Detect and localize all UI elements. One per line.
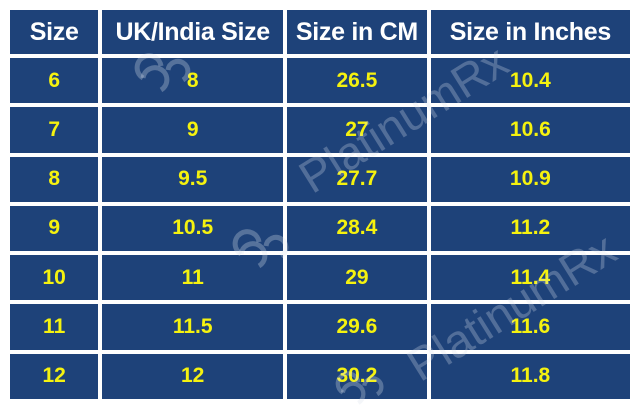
- header-size-in-inches: Size in Inches: [430, 10, 630, 54]
- table-row: 9 10.5 28.4 11.2: [10, 205, 630, 252]
- cell-size: 8: [10, 156, 99, 202]
- cell-uk-india-size: 8: [102, 58, 284, 104]
- cell-size: 7: [10, 107, 99, 153]
- cell-size-in-inches: 10.6: [430, 107, 630, 153]
- header-size: Size: [10, 10, 99, 54]
- cell-size-in-inches: 11.4: [430, 255, 630, 301]
- cell-size-in-inches: 10.4: [430, 58, 630, 104]
- cell-size-in-cm: 29: [287, 255, 427, 301]
- cell-uk-india-size: 12: [102, 353, 284, 399]
- header-size-in-cm: Size in CM: [287, 10, 427, 54]
- cell-size-in-inches: 11.2: [430, 205, 630, 252]
- table-row: 11 11.5 29.6 11.6: [10, 304, 630, 350]
- header-uk-india-size: UK/India Size: [102, 10, 284, 54]
- cell-size-in-inches: 11.8: [430, 353, 630, 399]
- header-row: Size UK/India Size Size in CM Size in In…: [10, 10, 630, 54]
- cell-uk-india-size: 10.5: [102, 205, 284, 252]
- shoe-size-table: Size UK/India Size Size in CM Size in In…: [6, 6, 634, 403]
- table-row: 6 8 26.5 10.4: [10, 58, 630, 104]
- cell-size-in-cm: 27.7: [287, 156, 427, 202]
- table-row: 10 11 29 11.4: [10, 255, 630, 301]
- cell-uk-india-size: 11.5: [102, 304, 284, 350]
- cell-size: 12: [10, 353, 99, 399]
- cell-size-in-cm: 29.6: [287, 304, 427, 350]
- cell-size-in-inches: 10.9: [430, 156, 630, 202]
- cell-size-in-cm: 26.5: [287, 58, 427, 104]
- cell-uk-india-size: 9: [102, 107, 284, 153]
- cell-uk-india-size: 9.5: [102, 156, 284, 202]
- table-row: 8 9.5 27.7 10.9: [10, 156, 630, 202]
- cell-size: 9: [10, 205, 99, 252]
- cell-size: 10: [10, 255, 99, 301]
- cell-size-in-cm: 28.4: [287, 205, 427, 252]
- cell-size-in-cm: 27: [287, 107, 427, 153]
- cell-uk-india-size: 11: [102, 255, 284, 301]
- cell-size: 11: [10, 304, 99, 350]
- table-row: 12 12 30.2 11.8: [10, 353, 630, 399]
- cell-size: 6: [10, 58, 99, 104]
- cell-size-in-cm: 30.2: [287, 353, 427, 399]
- cell-size-in-inches: 11.6: [430, 304, 630, 350]
- table-row: 7 9 27 10.6: [10, 107, 630, 153]
